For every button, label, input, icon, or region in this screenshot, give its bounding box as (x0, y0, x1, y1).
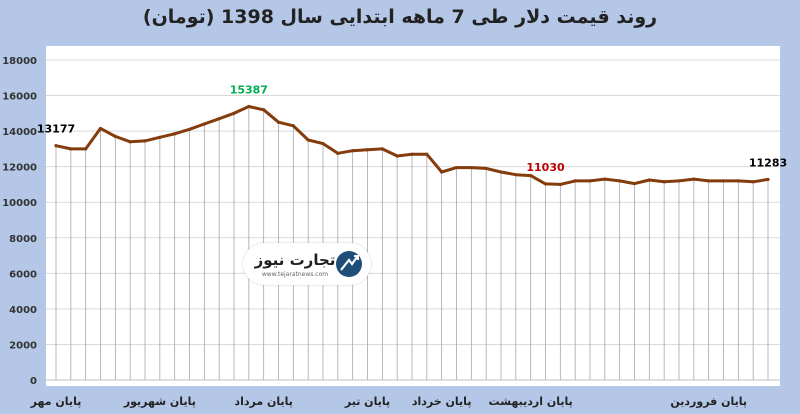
data-point (54, 144, 58, 148)
y-tick-label: 4000 (9, 305, 37, 316)
data-label: 11030 (526, 161, 565, 174)
data-label: 13177 (37, 123, 75, 136)
data-point (306, 138, 310, 142)
data-point (454, 165, 459, 170)
data-point (766, 177, 770, 182)
data-point (499, 170, 503, 174)
data-point (247, 104, 251, 109)
data-point (232, 111, 236, 115)
data-point (721, 179, 726, 183)
y-tick-label: 18000 (2, 56, 37, 67)
y-tick-label: 10000 (2, 198, 37, 209)
data-point (543, 182, 548, 186)
tejarat-news-logo: تجارت نیوز www.tejaratnews.com (243, 243, 371, 285)
data-point (321, 141, 325, 146)
logo-name: تجارت نیوز (254, 251, 336, 269)
data-point (173, 132, 177, 136)
data-point (707, 179, 711, 183)
data-point (158, 135, 162, 139)
y-tick-label: 14000 (2, 127, 37, 138)
data-point (484, 166, 488, 171)
y-tick-label: 6000 (9, 269, 37, 280)
data-point (662, 180, 666, 184)
x-tick-label: پایان فروردین (670, 395, 747, 408)
annotations: 13177 15387 11030 11283 (37, 83, 787, 173)
data-label: 15387 (230, 83, 268, 96)
data-point (69, 147, 73, 151)
data-point (202, 122, 206, 126)
y-tick-label: 0 (30, 376, 37, 387)
data-point (514, 173, 518, 177)
x-tick-label: پایان خرداد (412, 395, 472, 408)
data-point (395, 154, 399, 158)
data-point (128, 140, 132, 144)
data-point (603, 177, 607, 181)
y-axis: 0 2000 4000 6000 8000 10000 12000 14000 16000 180… (2, 56, 37, 387)
data-point (529, 173, 533, 178)
data-point (262, 108, 266, 112)
data-point (98, 126, 103, 131)
data-point (336, 151, 340, 155)
data-point (187, 127, 192, 131)
data-point (736, 179, 740, 183)
data-point (751, 180, 755, 184)
data-point (351, 149, 355, 153)
data-point (647, 178, 651, 182)
data-point (291, 124, 295, 128)
data-point (677, 179, 681, 183)
data-point (558, 182, 562, 187)
data-label: 11283 (749, 156, 787, 169)
data-point (276, 120, 281, 124)
y-tick-label: 2000 (9, 340, 37, 351)
data-point (217, 117, 221, 121)
data-point (380, 147, 384, 151)
gridlines (46, 59, 780, 381)
x-tick-label: پایان اردیبهشت (489, 395, 573, 408)
chart-title: روند قیمت دلار طی 7 ماهه ابتدایی سال 139… (142, 6, 658, 28)
logo-url: www.tejaratnews.com (262, 271, 328, 278)
x-tick-label: پایان مرداد (234, 395, 292, 408)
y-tick-label: 12000 (2, 163, 37, 174)
x-tick-label: پایان شهریور (123, 395, 196, 408)
data-point (84, 147, 88, 151)
x-axis: پایان فروردین پایان اردیبهشت پایان خرداد پا… (30, 379, 780, 408)
data-point (588, 179, 592, 183)
data-point (618, 179, 622, 183)
data-point (143, 139, 147, 143)
data-point (365, 148, 370, 152)
data-point (425, 152, 429, 156)
series-group (54, 104, 770, 187)
y-tick-label: 8000 (9, 234, 37, 245)
data-point (410, 152, 414, 156)
plot-area (46, 46, 780, 386)
data-point (632, 181, 637, 186)
data-point (440, 170, 444, 174)
data-point (692, 177, 696, 181)
data-point (469, 165, 473, 170)
x-tick-label: پایان مهر (30, 395, 82, 408)
x-tick-label: پایان تیر (344, 395, 390, 408)
data-point (573, 179, 577, 183)
data-point (113, 134, 117, 139)
y-tick-label: 16000 (2, 92, 37, 103)
